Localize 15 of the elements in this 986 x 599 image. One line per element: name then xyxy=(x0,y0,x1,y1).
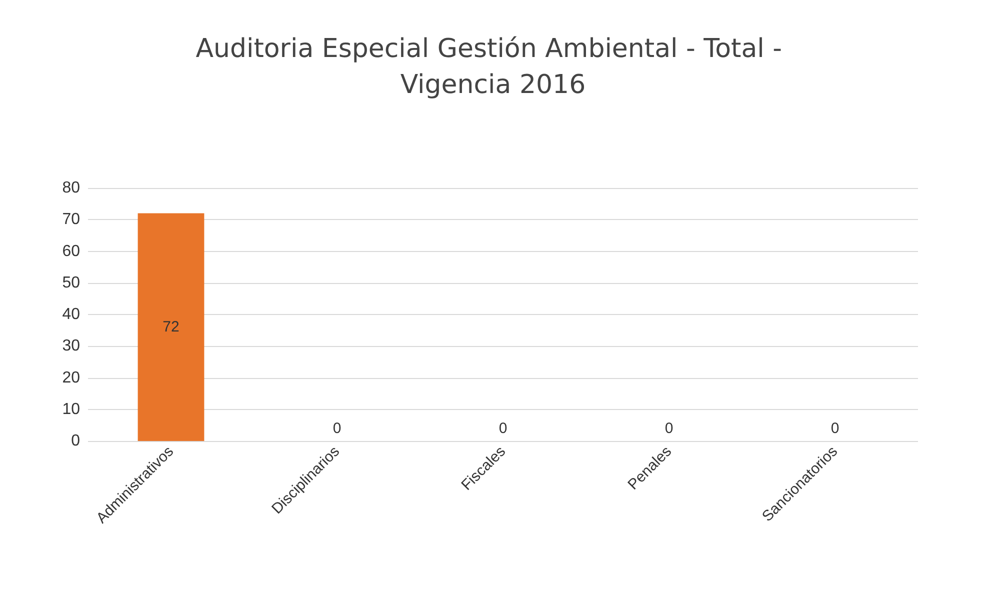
y-tick-label: 80 xyxy=(62,180,80,196)
y-tick-label: 20 xyxy=(62,369,80,386)
data-label: 72 xyxy=(162,318,180,336)
y-tick-label: 0 xyxy=(71,432,80,450)
y-tick-label: 50 xyxy=(62,274,80,292)
data-label: 0 xyxy=(830,420,840,437)
data-label: 0 xyxy=(664,420,674,437)
y-tick-label: 60 xyxy=(62,242,80,260)
chart-title: Auditoria Especial Gestión Ambiental - Total - Vigencia 2016 xyxy=(196,34,790,100)
data-label: 0 xyxy=(332,420,342,437)
y-tick-label: 10 xyxy=(62,400,80,418)
y-tick-label: 30 xyxy=(62,338,80,355)
y-tick-label: 40 xyxy=(62,306,80,323)
data-label: 0 xyxy=(498,420,508,437)
y-tick-label: 70 xyxy=(62,211,80,228)
